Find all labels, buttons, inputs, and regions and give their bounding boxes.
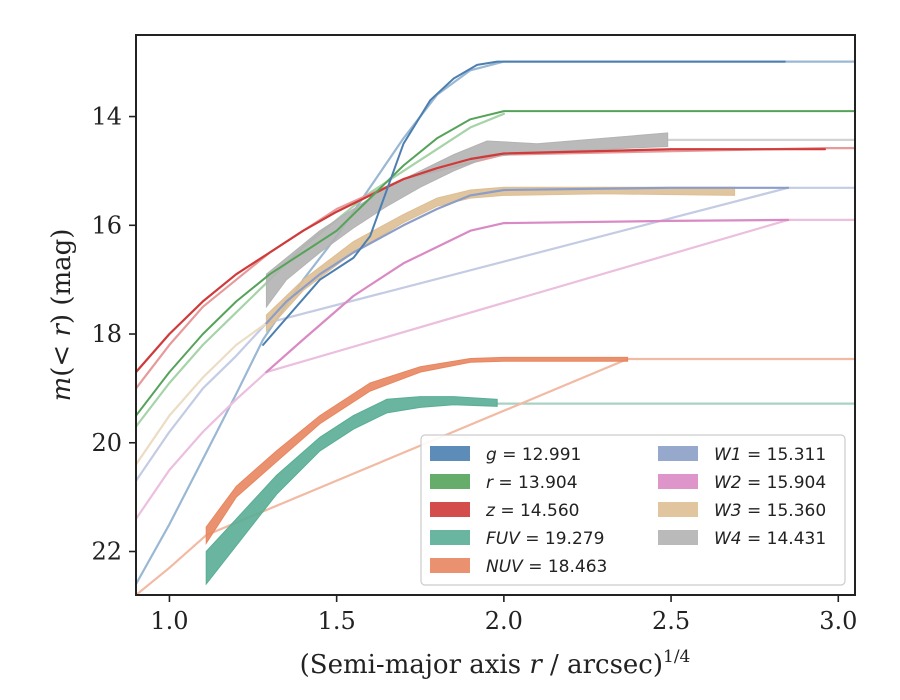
series-r-line [136, 110, 855, 417]
legend: g = 12.991 r = 13.904 z = 14.560 FUV = 19.2… [420, 434, 846, 586]
plot-frame [135, 34, 856, 596]
y-axis-label: m(< r) (mag) [47, 229, 77, 402]
x-tick-label: 2.0 [485, 607, 523, 635]
series-z-line [136, 148, 826, 374]
plot-area [136, 60, 855, 595]
y-tick-label: 16 [91, 211, 122, 239]
legend-label-w3: W3 = 15.360 [714, 501, 826, 521]
y-tick-label: 20 [91, 429, 122, 457]
series-g-line [262, 60, 786, 346]
legend-swatch-fuv [430, 530, 470, 545]
x-axis-label: (Semi-major axis r / arcsec)1/4 [300, 647, 691, 680]
legend-swatch-r [430, 474, 470, 489]
legend-swatch-g [430, 446, 470, 461]
legend-label-r: r = 13.904 [486, 473, 578, 493]
series-w2-line [265, 218, 790, 374]
x-tick-label: 1.5 [318, 607, 356, 635]
series-nuv-band [205, 356, 629, 545]
legend-label-w2: W2 = 15.904 [714, 473, 826, 493]
legend-swatch-w1 [658, 446, 698, 461]
series-fuv-band [205, 396, 498, 586]
x-tick-label: 1.0 [150, 607, 188, 635]
legend-swatch-w3 [658, 502, 698, 517]
legend-swatch-z [430, 502, 470, 517]
legend-label-z: z = 14.560 [485, 501, 579, 521]
legend-label-g: g = 12.991 [486, 445, 581, 465]
x-tick-label: 3.0 [819, 607, 857, 635]
series-w3-extrapolation [136, 322, 268, 466]
y-tick-label: 22 [91, 538, 122, 566]
legend-swatch-nuv [430, 558, 470, 573]
legend-label-nuv: NUV = 18.463 [486, 557, 607, 577]
legend-label-w1: W1 = 15.311 [714, 445, 826, 465]
legend-swatch-w4 [658, 530, 698, 545]
axis-ticks: 1.0 1.5 2.0 2.5 3.0 14 16 18 20 22 [91, 103, 857, 635]
x-tick-label: 2.5 [652, 607, 690, 635]
y-tick-label: 18 [91, 320, 122, 348]
legend-label-fuv: FUV = 19.279 [486, 529, 604, 549]
series-w1-line [265, 186, 790, 325]
legend-swatch-w2 [658, 474, 698, 489]
legend-box [420, 434, 846, 586]
legend-label-w4: W4 = 14.431 [714, 529, 826, 549]
y-tick-label: 14 [91, 103, 122, 131]
